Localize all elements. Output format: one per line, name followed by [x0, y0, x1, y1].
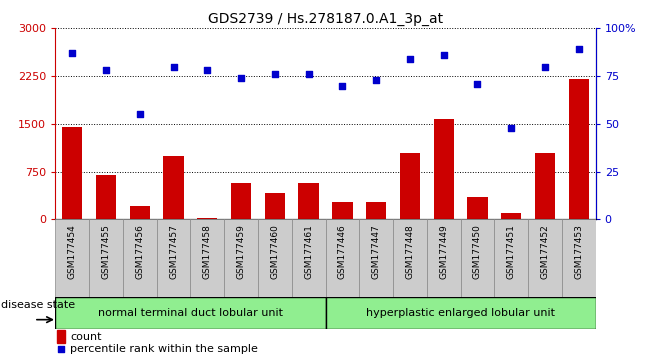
Bar — [434, 119, 454, 219]
Bar — [123, 219, 157, 315]
Bar — [299, 183, 319, 219]
Text: GSM177454: GSM177454 — [68, 224, 77, 279]
Bar — [366, 202, 386, 219]
Bar — [55, 297, 325, 329]
Text: GSM177460: GSM177460 — [270, 224, 279, 279]
Bar — [528, 219, 562, 315]
Point — [540, 64, 550, 69]
Point — [67, 50, 77, 56]
Bar — [89, 219, 123, 315]
Bar — [224, 219, 258, 315]
Point — [101, 68, 111, 73]
Text: GSM177450: GSM177450 — [473, 224, 482, 279]
Text: GSM177456: GSM177456 — [135, 224, 145, 279]
Point — [574, 46, 584, 52]
Bar — [393, 219, 427, 315]
Bar — [157, 219, 191, 315]
Text: normal terminal duct lobular unit: normal terminal duct lobular unit — [98, 308, 283, 318]
Point — [337, 83, 348, 88]
Bar — [326, 219, 359, 315]
Bar — [265, 193, 285, 219]
Title: GDS2739 / Hs.278187.0.A1_3p_at: GDS2739 / Hs.278187.0.A1_3p_at — [208, 12, 443, 26]
Bar — [359, 219, 393, 315]
Bar — [57, 331, 65, 343]
Point — [169, 64, 179, 69]
Bar — [332, 202, 353, 219]
Text: GSM177459: GSM177459 — [236, 224, 245, 279]
Text: GSM177448: GSM177448 — [406, 224, 415, 279]
Bar — [96, 175, 116, 219]
Bar — [55, 219, 89, 315]
Bar — [62, 127, 82, 219]
Bar — [427, 219, 461, 315]
Bar — [494, 219, 528, 315]
Text: percentile rank within the sample: percentile rank within the sample — [70, 344, 258, 354]
Text: hyperplastic enlarged lobular unit: hyperplastic enlarged lobular unit — [366, 308, 555, 318]
Text: disease state: disease state — [1, 300, 76, 310]
Bar — [535, 153, 555, 219]
Text: count: count — [70, 332, 102, 342]
Text: GSM177453: GSM177453 — [574, 224, 583, 279]
Text: GSM177458: GSM177458 — [203, 224, 212, 279]
Point — [472, 81, 482, 87]
Bar — [400, 153, 420, 219]
Text: GSM177452: GSM177452 — [540, 224, 549, 279]
Bar — [461, 219, 494, 315]
Text: GSM177461: GSM177461 — [304, 224, 313, 279]
Text: GSM177446: GSM177446 — [338, 224, 347, 279]
Bar — [231, 183, 251, 219]
Bar — [467, 196, 488, 219]
Point — [202, 68, 212, 73]
Point — [371, 77, 381, 83]
Bar — [569, 79, 589, 219]
Point — [135, 112, 145, 117]
Point — [506, 125, 516, 131]
Bar — [163, 156, 184, 219]
Text: GSM177457: GSM177457 — [169, 224, 178, 279]
Bar — [292, 219, 326, 315]
Bar — [326, 297, 596, 329]
Text: GSM177449: GSM177449 — [439, 224, 448, 279]
Point — [270, 72, 280, 77]
Text: GSM177447: GSM177447 — [372, 224, 381, 279]
Bar — [501, 213, 521, 219]
Text: GSM177451: GSM177451 — [506, 224, 516, 279]
Point — [439, 52, 449, 58]
Point — [303, 72, 314, 77]
Bar — [562, 219, 596, 315]
Bar — [258, 219, 292, 315]
Text: GSM177455: GSM177455 — [102, 224, 111, 279]
Bar — [191, 219, 224, 315]
Bar — [197, 218, 217, 219]
Point — [56, 346, 66, 352]
Point — [236, 75, 246, 81]
Bar — [130, 206, 150, 219]
Point — [405, 56, 415, 62]
